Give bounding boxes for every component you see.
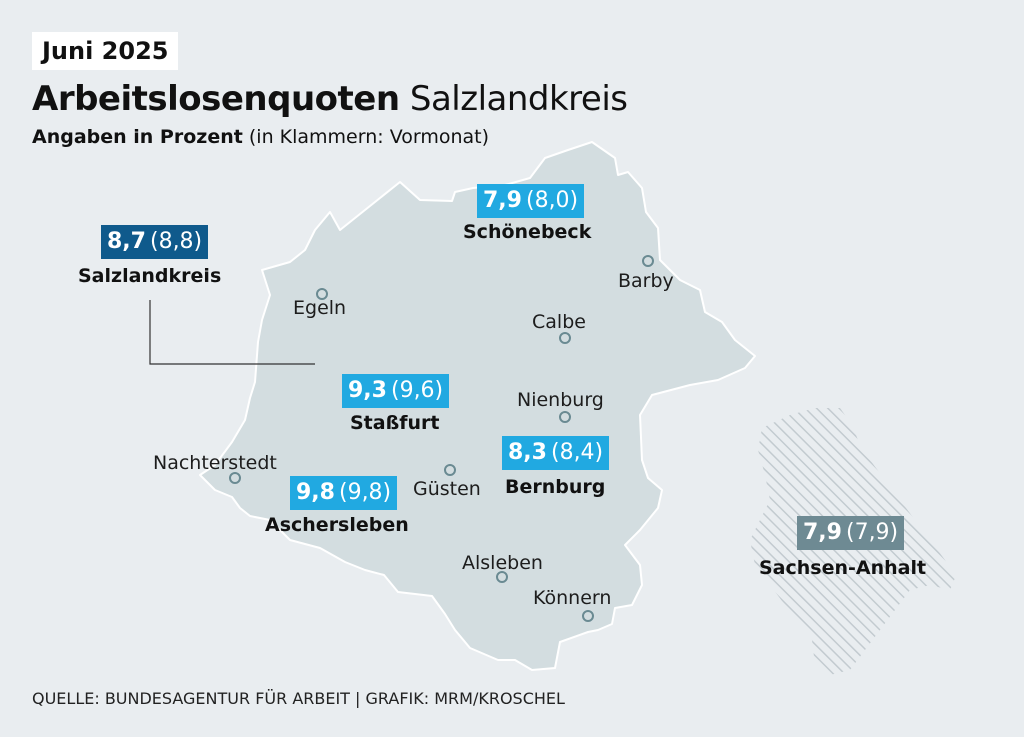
value-previous: (8,8) (149, 229, 203, 254)
value-previous: (8,0) (525, 188, 579, 213)
value-box-schoenebeck: 7,9 (8,0) (477, 184, 585, 218)
value-box-salzlandkreis: 8,7 (8,8) (101, 225, 209, 259)
town-marker-nachterstedt (229, 472, 241, 484)
town-marker-nienburg (559, 411, 571, 423)
value-previous: (9,8) (338, 480, 392, 505)
town-label-egeln: Egeln (293, 297, 347, 319)
title-bold: Arbeitslosenquoten (32, 79, 400, 119)
value-previous: (8,4) (550, 440, 604, 465)
town-label-guesten: Güsten (413, 478, 481, 500)
region-name-aschersleben: Aschersleben (265, 514, 409, 536)
town-marker-guesten (444, 464, 456, 476)
town-label-calbe: Calbe (532, 311, 586, 333)
town-label-nienburg: Nienburg (517, 389, 604, 411)
town-marker-egeln (316, 288, 328, 300)
value-current: 8,7 (107, 229, 146, 254)
value-current: 9,3 (348, 378, 387, 403)
value-box-aschersleben: 9,8 (9,8) (290, 476, 398, 510)
subtitle: Angaben in Prozent (in Klammern: Vormona… (32, 124, 489, 150)
value-previous: (7,9) (845, 520, 899, 545)
title-normal: Salzlandkreis (409, 79, 628, 119)
town-markers (229, 255, 654, 622)
value-box-stassfurt: 9,3 (9,6) (342, 374, 450, 408)
town-label-alsleben: Alsleben (462, 552, 543, 574)
town-label-barby: Barby (618, 270, 674, 292)
region-name-bernburg: Bernburg (505, 476, 606, 498)
region-name-sachsen-anhalt: Sachsen-Anhalt (759, 557, 927, 579)
value-previous: (9,6) (390, 378, 444, 403)
value-current: 7,9 (803, 520, 842, 545)
page-title: Arbeitslosenquoten Salzlandkreis (32, 78, 628, 120)
value-current: 8,3 (508, 440, 547, 465)
town-label-nachterstedt: Nachterstedt (153, 452, 277, 474)
value-box-sachsen-anhalt: 7,9 (7,9) (797, 516, 905, 550)
region-name-stassfurt: Staßfurt (350, 412, 440, 434)
subtitle-normal: (in Klammern: Vormonat) (248, 126, 490, 148)
salzlandkreis-leader-line (149, 300, 315, 365)
value-current: 7,9 (483, 188, 522, 213)
town-marker-koennern (582, 610, 594, 622)
source-credit: QUELLE: BUNDESAGENTUR FÜR ARBEIT | GRAFI… (32, 689, 565, 708)
value-current: 9,8 (296, 480, 335, 505)
town-marker-calbe (559, 332, 571, 344)
town-marker-barby (642, 255, 654, 267)
value-box-bernburg: 8,3 (8,4) (502, 436, 610, 470)
town-label-koennern: Könnern (533, 587, 612, 609)
region-name-salzlandkreis: Salzlandkreis (78, 265, 222, 287)
region-name-schoenebeck: Schönebeck (463, 221, 592, 243)
subtitle-bold: Angaben in Prozent (32, 126, 243, 148)
town-marker-alsleben (496, 571, 508, 583)
salzlandkreis-shape (199, 141, 756, 671)
date-badge: Juni 2025 (32, 32, 179, 70)
